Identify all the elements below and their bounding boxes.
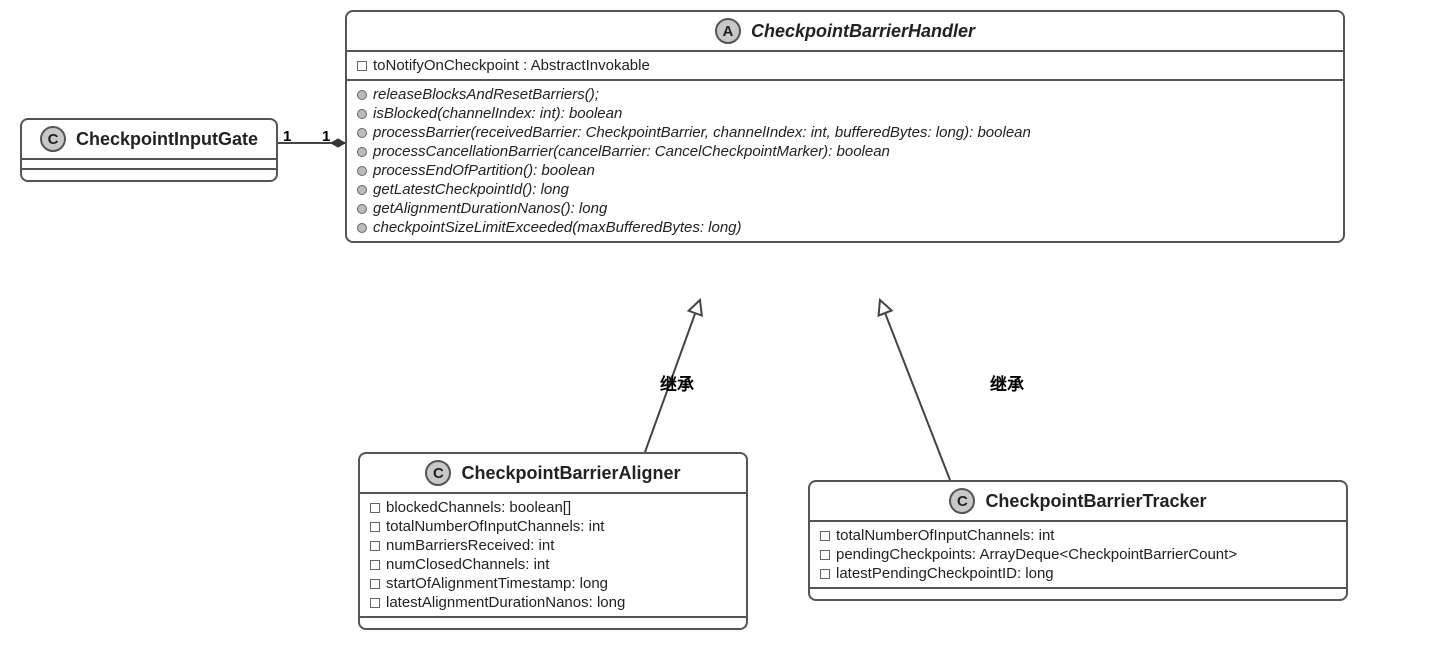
visibility-public-icon: [357, 166, 367, 176]
visibility-private-icon: [370, 579, 380, 589]
member-row: latestAlignmentDurationNanos: long: [370, 593, 736, 612]
class-checkpoint-barrier-handler: A CheckpointBarrierHandler toNotifyOnChe…: [345, 10, 1345, 243]
empty-attrs: [22, 160, 276, 170]
member-row: blockedChannels: boolean[]: [370, 498, 736, 517]
visibility-public-icon: [357, 185, 367, 195]
visibility-private-icon: [370, 598, 380, 608]
empty-methods: [360, 618, 746, 628]
member-text: numClosedChannels: int: [386, 556, 549, 573]
member-text: totalNumberOfInputChannels: int: [386, 518, 604, 535]
visibility-public-icon: [357, 147, 367, 157]
member-text: pendingCheckpoints: ArrayDeque<Checkpoin…: [836, 546, 1237, 563]
member-text: getLatestCheckpointId(): long: [373, 181, 569, 198]
visibility-private-icon: [370, 541, 380, 551]
member-text: processBarrier(receivedBarrier: Checkpoi…: [373, 124, 1031, 141]
class-stereotype-icon: C: [40, 126, 66, 152]
member-row: isBlocked(channelIndex: int): boolean: [357, 104, 1333, 123]
class-title: A CheckpointBarrierHandler: [347, 12, 1343, 52]
class-title: C CheckpointBarrierTracker: [810, 482, 1346, 522]
member-row: processBarrier(receivedBarrier: Checkpoi…: [357, 123, 1333, 142]
attrs-section: toNotifyOnCheckpoint : AbstractInvokable: [347, 52, 1343, 81]
member-row: totalNumberOfInputChannels: int: [820, 526, 1336, 545]
visibility-private-icon: [370, 560, 380, 570]
member-text: processCancellationBarrier(cancelBarrier…: [373, 143, 890, 160]
attrs-section: blockedChannels: boolean[] totalNumberOfI…: [360, 494, 746, 618]
class-checkpoint-barrier-aligner: C CheckpointBarrierAligner blockedChanne…: [358, 452, 748, 630]
member-row: toNotifyOnCheckpoint : AbstractInvokable: [357, 56, 1333, 75]
abstract-stereotype-icon: A: [715, 18, 741, 44]
member-row: startOfAlignmentTimestamp: long: [370, 574, 736, 593]
member-row: totalNumberOfInputChannels: int: [370, 517, 736, 536]
member-row: latestPendingCheckpointID: long: [820, 564, 1336, 583]
member-text: startOfAlignmentTimestamp: long: [386, 575, 608, 592]
empty-methods: [22, 170, 276, 180]
member-row: getLatestCheckpointId(): long: [357, 180, 1333, 199]
member-text: getAlignmentDurationNanos(): long: [373, 200, 607, 217]
class-title: C CheckpointBarrierAligner: [360, 454, 746, 494]
edge-label-inherit-left: 继承: [660, 370, 694, 395]
cardinality-right: 1: [322, 128, 330, 145]
class-checkpoint-input-gate: C CheckpointInputGate: [20, 118, 278, 182]
member-row: numBarriersReceived: int: [370, 536, 736, 555]
member-text: isBlocked(channelIndex: int): boolean: [373, 105, 622, 122]
visibility-private-icon: [370, 522, 380, 532]
visibility-private-icon: [820, 550, 830, 560]
class-name: CheckpointInputGate: [76, 129, 258, 150]
member-text: blockedChannels: boolean[]: [386, 499, 571, 516]
visibility-private-icon: [370, 503, 380, 513]
member-text: releaseBlocksAndResetBarriers();: [373, 86, 599, 103]
visibility-public-icon: [357, 90, 367, 100]
member-row: getAlignmentDurationNanos(): long: [357, 199, 1333, 218]
member-row: numClosedChannels: int: [370, 555, 736, 574]
visibility-public-icon: [357, 204, 367, 214]
class-stereotype-icon: C: [949, 488, 975, 514]
member-row: processCancellationBarrier(cancelBarrier…: [357, 142, 1333, 161]
visibility-public-icon: [357, 223, 367, 233]
methods-section: releaseBlocksAndResetBarriers(); isBlocke…: [347, 81, 1343, 241]
cardinality-left: 1: [283, 128, 291, 145]
member-text: processEndOfPartition(): boolean: [373, 162, 595, 179]
member-text: latestAlignmentDurationNanos: long: [386, 594, 625, 611]
member-text: toNotifyOnCheckpoint : AbstractInvokable: [373, 57, 650, 74]
member-row: releaseBlocksAndResetBarriers();: [357, 85, 1333, 104]
class-name: CheckpointBarrierHandler: [751, 21, 975, 42]
member-text: latestPendingCheckpointID: long: [836, 565, 1054, 582]
member-row: processEndOfPartition(): boolean: [357, 161, 1333, 180]
member-row: checkpointSizeLimitExceeded(maxBufferedB…: [357, 218, 1333, 237]
member-text: numBarriersReceived: int: [386, 537, 554, 554]
member-text: totalNumberOfInputChannels: int: [836, 527, 1054, 544]
visibility-public-icon: [357, 109, 367, 119]
visibility-private-icon: [357, 61, 367, 71]
class-name: CheckpointBarrierAligner: [461, 463, 680, 484]
class-stereotype-icon: C: [425, 460, 451, 486]
attrs-section: totalNumberOfInputChannels: int pendingCh…: [810, 522, 1346, 589]
visibility-public-icon: [357, 128, 367, 138]
edge-tracker-inherit: [880, 300, 950, 480]
member-row: pendingCheckpoints: ArrayDeque<Checkpoin…: [820, 545, 1336, 564]
member-text: checkpointSizeLimitExceeded(maxBufferedB…: [373, 219, 742, 236]
visibility-private-icon: [820, 531, 830, 541]
class-name: CheckpointBarrierTracker: [985, 491, 1206, 512]
class-checkpoint-barrier-tracker: C CheckpointBarrierTracker totalNumberOf…: [808, 480, 1348, 601]
class-title: C CheckpointInputGate: [22, 120, 276, 160]
visibility-private-icon: [820, 569, 830, 579]
empty-methods: [810, 589, 1346, 599]
edge-label-inherit-right: 继承: [990, 370, 1024, 395]
